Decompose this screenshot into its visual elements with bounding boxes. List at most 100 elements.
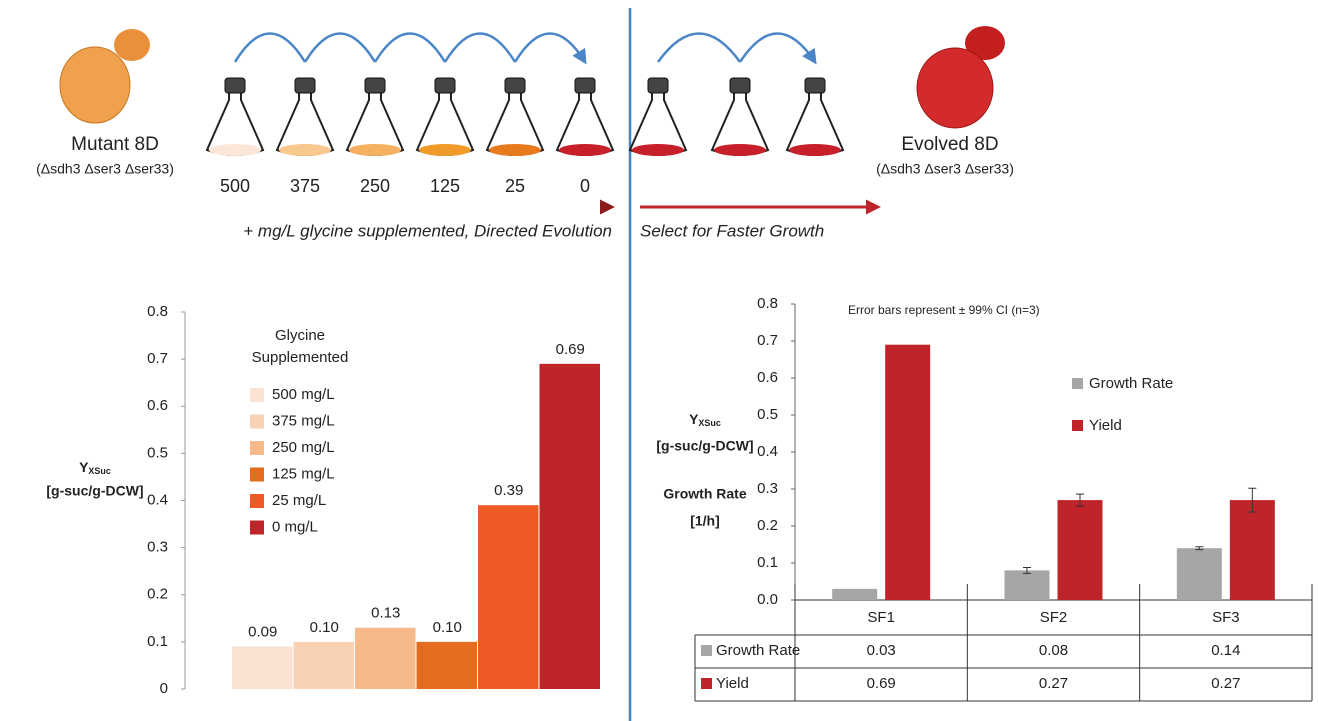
flask [630, 78, 686, 156]
bar [832, 589, 877, 600]
legend-swatch [250, 521, 264, 535]
legend-label: Yield [1089, 417, 1122, 434]
bar [294, 642, 355, 689]
flask [277, 78, 333, 156]
x-tick-label: SF3 [1212, 609, 1240, 626]
start-genotype: (Δsdh3 Δser3 Δser33) [36, 161, 174, 177]
yeast-start [60, 29, 150, 123]
flask-cap [225, 78, 245, 93]
flask-cap [575, 78, 595, 93]
left-caption: + mg/L glycine supplemented, Directed Ev… [243, 221, 612, 240]
flask-label: 25 [505, 176, 525, 196]
value-label: 0.13 [371, 605, 400, 622]
y-tick-label: 0.5 [147, 444, 168, 461]
flask [712, 78, 768, 156]
flask-liquid [419, 144, 471, 156]
legend-swatch [250, 494, 264, 508]
legend-label: Growth Rate [1089, 375, 1173, 392]
y-tick-label: 0.2 [147, 586, 168, 603]
legend-swatch [250, 468, 264, 482]
bar [232, 647, 293, 689]
flask-label: 375 [290, 176, 320, 196]
bar [1058, 500, 1103, 600]
flask-liquid [632, 144, 684, 156]
flask-liquid [209, 144, 261, 156]
legend-label: 125 mg/L [272, 465, 335, 482]
flask-cap [648, 78, 668, 93]
bar [478, 505, 539, 689]
y-tick-label: 0.2 [757, 517, 778, 534]
table-row-label: Growth Rate [716, 642, 800, 659]
table-value: 0.27 [1211, 675, 1240, 692]
y-tick-label: 0.0 [757, 591, 778, 608]
value-label: 0.10 [310, 619, 339, 636]
flask [787, 78, 843, 156]
table-row-label: Yield [716, 675, 749, 692]
y-tick-label: 0 [160, 680, 168, 697]
table-value: 0.27 [1039, 675, 1068, 692]
table-value: 0.08 [1039, 642, 1068, 659]
flask-label: 250 [360, 176, 390, 196]
legend-label: 250 mg/L [272, 439, 335, 456]
legend-swatch [1072, 420, 1083, 431]
value-label: 0.10 [433, 619, 462, 636]
start-label: Mutant 8D [71, 134, 159, 155]
y-axis-label: [g-suc/g-DCW] [656, 438, 753, 454]
y-axis-label: YXSuc [79, 459, 111, 477]
x-tick-label: SF1 [867, 609, 895, 626]
legend-swatch [250, 441, 264, 455]
flask-liquid [789, 144, 841, 156]
bar [1005, 570, 1050, 600]
flask-liquid [279, 144, 331, 156]
value-label: 0.09 [248, 624, 277, 641]
y-tick-label: 0.1 [147, 633, 168, 650]
x-tick-label: SF2 [1040, 609, 1068, 626]
legend-title: Supplemented [252, 349, 349, 366]
bar [355, 628, 416, 689]
y-tick-label: 0.7 [757, 332, 778, 349]
y-tick-label: 0.8 [147, 303, 168, 320]
bar [540, 364, 601, 689]
value-label: 0.39 [494, 482, 523, 499]
y-tick-label: 0.1 [757, 554, 778, 571]
end-genotype: (Δsdh3 Δser3 Δser33) [876, 161, 1014, 177]
y-tick-label: 0.4 [757, 443, 778, 460]
bar [417, 642, 478, 689]
end-label: Evolved 8D [901, 134, 998, 155]
flask [207, 78, 263, 156]
table-value: 0.14 [1211, 642, 1240, 659]
y-tick-label: 0.3 [147, 539, 168, 556]
y-axis-label: [1/h] [690, 513, 720, 529]
flask [557, 78, 613, 156]
flask-label: 0 [580, 176, 590, 196]
flask-cap [365, 78, 385, 93]
legend-swatch [1072, 378, 1083, 389]
flask-cap [805, 78, 825, 93]
flask-cap [295, 78, 315, 93]
y-axis-label: Growth Rate [663, 486, 746, 502]
y-tick-label: 0.7 [147, 350, 168, 367]
transfer-arrow [375, 34, 445, 63]
y-tick-label: 0.6 [147, 397, 168, 414]
flask-liquid [559, 144, 611, 156]
flask-liquid [349, 144, 401, 156]
flask-cap [435, 78, 455, 93]
figure: Mutant 8D (Δsdh3 Δser3 Δser33) Evolved 8… [0, 0, 1318, 721]
flask [487, 78, 543, 156]
transfer-arrow [740, 34, 815, 63]
table-swatch [701, 645, 712, 656]
legend-swatch [250, 415, 264, 429]
y-axis-label: YXSuc [689, 411, 721, 429]
flask-cap [730, 78, 750, 93]
transfer-arrow [235, 34, 305, 63]
y-tick-label: 0.3 [757, 480, 778, 497]
bar [1230, 500, 1275, 600]
y-tick-label: 0.6 [757, 369, 778, 386]
flask-label: 500 [220, 176, 250, 196]
annotation: Error bars represent ± 99% CI (n=3) [848, 303, 1040, 317]
table-value: 0.69 [867, 675, 896, 692]
transfer-arrow [445, 34, 515, 63]
legend-label: 375 mg/L [272, 412, 335, 429]
table-value: 0.03 [867, 642, 896, 659]
flask-liquid [489, 144, 541, 156]
